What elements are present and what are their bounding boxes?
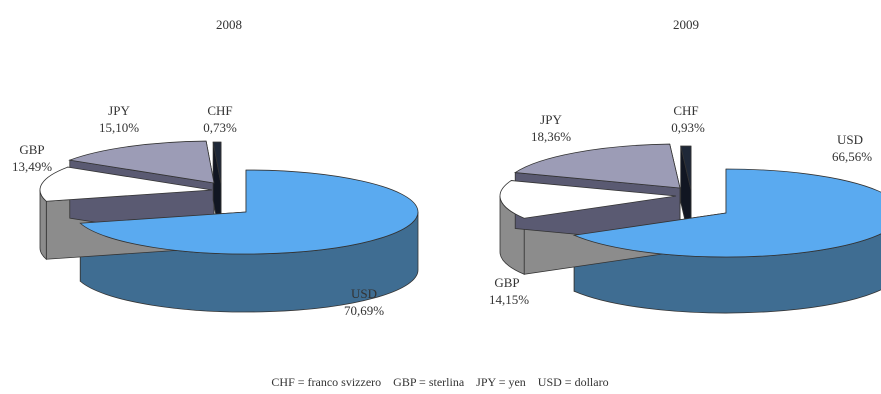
chart-title-2008: 2008: [216, 17, 242, 32]
slice-value-jpy-2008: 15,10%: [99, 120, 139, 135]
slice-top-chf: [212, 141, 222, 185]
slice-top-jpy: [68, 140, 215, 184]
slice-top-chf: [680, 145, 692, 191]
legend-text: CHF = franco svizzero GBP = sterlina JPY…: [271, 375, 608, 389]
slice-value-chf-2009: 0,93%: [671, 120, 705, 135]
slice-top-gbp: [499, 180, 677, 219]
pie-tops-2009: [499, 143, 881, 258]
slice-value-gbp-2009: 14,15%: [489, 292, 529, 307]
slice-label-usd-2009: USD: [837, 132, 863, 147]
slice-label-chf-2008: CHF: [207, 103, 232, 118]
pie-chart-2009: 2009 USD 66,56% GBP 14,15% JPY 18,36% CH…: [489, 17, 881, 314]
slice-label-jpy-2009: JPY: [540, 112, 562, 127]
chart-title-2009: 2009: [673, 17, 699, 32]
slice-value-usd-2009: 66,56%: [832, 149, 872, 164]
pie-tops-2008: [39, 140, 419, 255]
slice-top-gbp: [39, 166, 213, 202]
slice-label-chf-2009: CHF: [673, 103, 698, 118]
slice-top-usd: [79, 169, 419, 255]
slice-label-usd-2008: USD: [351, 286, 377, 301]
slice-value-gbp-2008: 13,49%: [12, 159, 52, 174]
slice-top-usd: [572, 168, 881, 258]
slice-top-jpy: [514, 143, 681, 189]
slice-value-jpy-2009: 18,36%: [531, 129, 571, 144]
slice-label-gbp-2009: GBP: [494, 275, 519, 290]
pie-chart-2008: 2008 USD 70,69% GBP 13,49% JPY 15,10% CH…: [12, 17, 419, 318]
slice-label-jpy-2008: JPY: [108, 103, 130, 118]
slice-value-usd-2008: 70,69%: [344, 303, 384, 318]
slice-label-gbp-2008: GBP: [19, 142, 44, 157]
slice-value-chf-2008: 0,73%: [203, 120, 237, 135]
